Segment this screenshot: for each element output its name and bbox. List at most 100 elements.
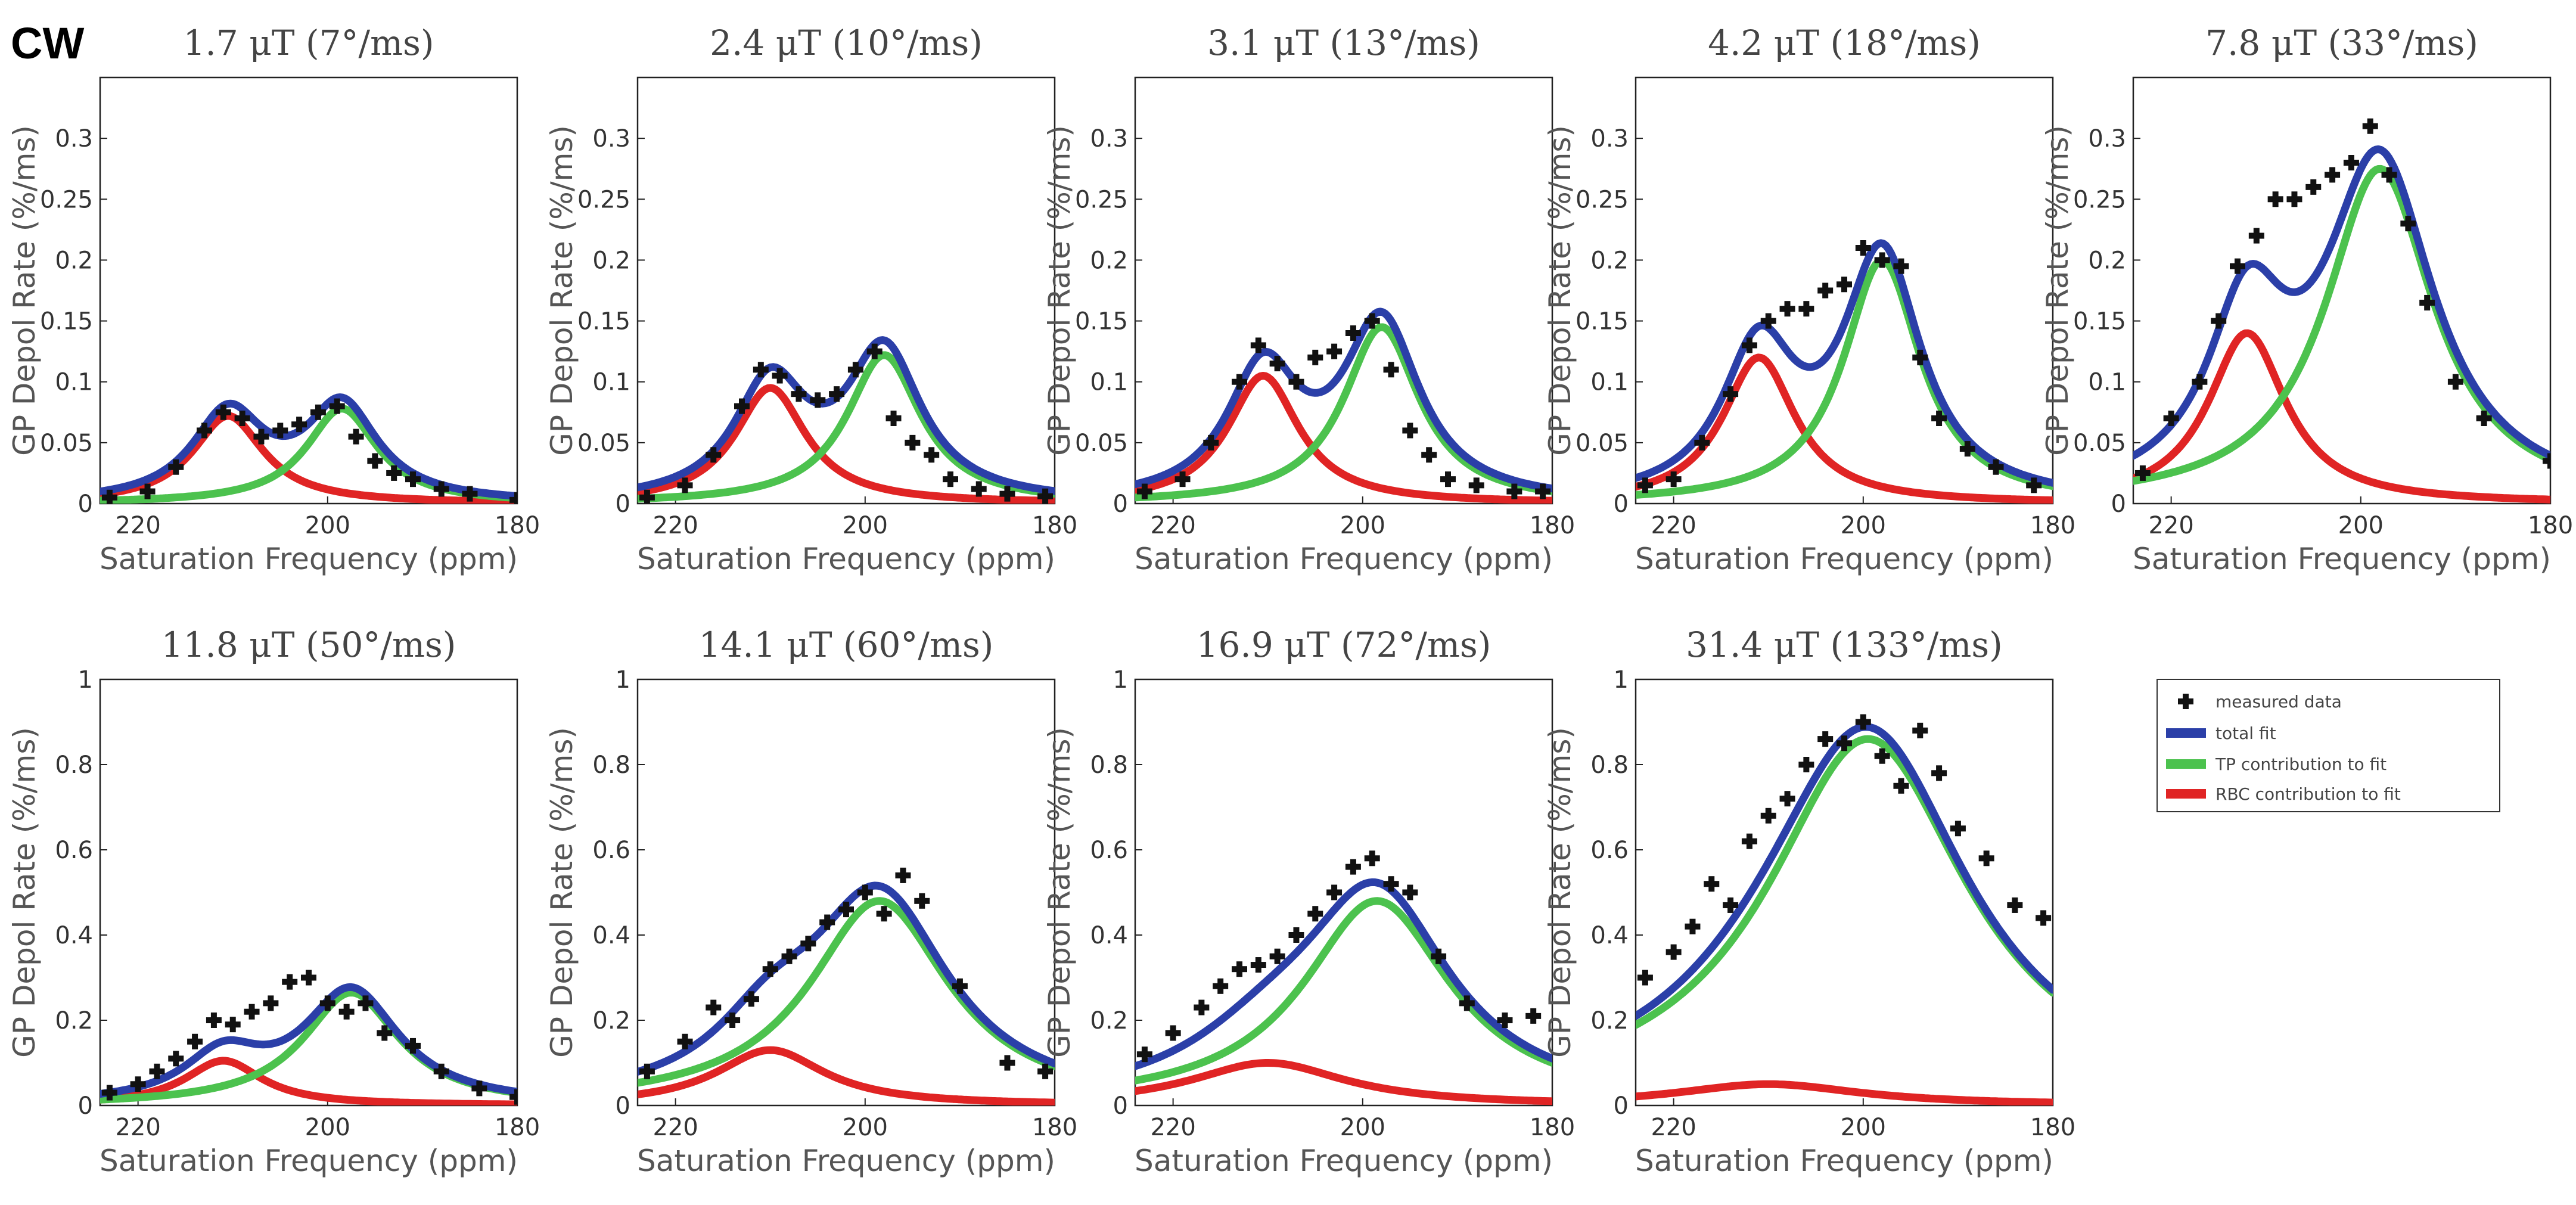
measured-point-v (277, 423, 284, 439)
measured-point-v (2272, 191, 2279, 207)
measured-point (1250, 957, 1266, 973)
measured-point-v (144, 483, 151, 499)
legend-label-tp: TP contribution to fit (2215, 754, 2387, 774)
y-tick-label: 0 (1113, 490, 1128, 518)
measured-point (1741, 833, 1757, 849)
measured-point-h (2543, 458, 2550, 464)
chart-panel-3: 3.1 μT (13°/ms) 0 0.05 0.1 0.15 0.2 0.25 0.3 220… (1042, 23, 1575, 576)
measured-point (1637, 970, 1653, 986)
measured-point (2419, 294, 2435, 310)
y-axis-label: GP Depol Rate (%/ms) (7, 727, 42, 1058)
measured-point (1165, 1025, 1181, 1041)
measured-point (338, 1004, 355, 1020)
measured-point (1468, 477, 1484, 493)
measured-point-v (796, 386, 802, 402)
measured-point (1798, 301, 1814, 317)
measured-point-v (2348, 155, 2354, 170)
rbc-fit-line (1636, 353, 2053, 504)
measured-point (263, 995, 279, 1011)
measured-point (101, 489, 117, 504)
measured-point (838, 902, 854, 918)
measured-point-v (1042, 1063, 1049, 1079)
measured-point-v (1426, 447, 1433, 463)
measured-point-v (239, 411, 246, 426)
measured-point (914, 893, 930, 909)
measured-point-v (2291, 191, 2298, 207)
measured-point-v (805, 936, 812, 952)
measured-point-v (710, 999, 717, 1015)
measured-point (1685, 918, 1701, 934)
legend-marker-v (2183, 694, 2189, 709)
plot-area (100, 970, 517, 1105)
measured-point-v (644, 1063, 650, 1079)
measured-point-v (1803, 301, 1810, 317)
measured-point-v (1642, 970, 1648, 986)
measured-point-v (2310, 179, 2317, 195)
measured-point (1136, 483, 1152, 499)
measured-point-v (900, 867, 906, 883)
measured-point-h (509, 496, 517, 503)
plot-frame (99, 76, 518, 505)
measured-point-v (1407, 423, 1413, 439)
measured-point-v (173, 459, 179, 475)
measured-point (1232, 961, 1247, 977)
measured-point-v (1208, 434, 1214, 451)
plot-frame (99, 678, 518, 1107)
plot-frame (1134, 678, 1553, 1107)
measured-point (734, 398, 750, 414)
measured-point (1525, 1008, 1542, 1024)
measured-point (1250, 337, 1266, 353)
y-tick-label: 0.05 (577, 430, 630, 457)
x-tick-label: 220 (115, 1114, 160, 1141)
measured-point (2036, 910, 2052, 926)
measured-point-v (1898, 778, 1904, 794)
measured-point (215, 404, 231, 420)
measured-point (1837, 277, 1852, 293)
measured-point (2267, 191, 2283, 207)
y-tick-label: 0.25 (577, 186, 630, 213)
measured-point (1817, 282, 1834, 299)
measured-point-v (767, 961, 773, 977)
plot-area (100, 393, 517, 504)
measured-point (1174, 471, 1191, 487)
measured-point (2163, 411, 2179, 426)
measured-point-v (1765, 808, 1772, 824)
x-tick-label: 200 (305, 1114, 350, 1141)
plot-area (1135, 308, 1552, 504)
total-fit-line (1636, 239, 2053, 487)
measured-point (367, 453, 383, 469)
plot-area (638, 867, 1055, 1105)
measured-point-v (1708, 876, 1715, 892)
measured-point-v (682, 1033, 688, 1049)
y-tick-label: 1 (1113, 666, 1128, 694)
measured-point-v (956, 978, 963, 994)
y-tick-label: 0.15 (1576, 308, 1629, 336)
y-tick-label: 0 (2111, 490, 2126, 518)
plot-area (2133, 118, 2550, 504)
measured-point-v (1388, 362, 1394, 378)
measured-point-v (229, 1017, 236, 1033)
x-axis-label: Saturation Frequency (ppm) (100, 542, 518, 576)
measured-point (1665, 944, 1682, 960)
y-tick-label: 0.15 (2073, 308, 2126, 336)
measured-point (800, 936, 816, 952)
measured-point-v (871, 343, 878, 359)
y-tick-label: 0.3 (1590, 125, 1629, 153)
measured-point (999, 1055, 1015, 1071)
x-tick-label: 220 (1150, 1114, 1195, 1141)
rbc-fit-line (638, 384, 1055, 504)
measured-point (753, 362, 769, 378)
measured-point (1037, 1063, 1054, 1079)
measured-point-v (909, 434, 916, 451)
measured-point (1817, 731, 1834, 747)
measured-point-v (1407, 884, 1413, 900)
legend-label-measured: measured data (2215, 692, 2342, 712)
measured-point (197, 423, 212, 439)
plot-frame (636, 76, 1056, 505)
y-tick-label: 0.8 (55, 751, 93, 779)
measured-point (2007, 897, 2023, 913)
measured-point-v (862, 884, 868, 900)
measured-point-v (201, 423, 207, 439)
measured-point (706, 999, 722, 1015)
measured-point (234, 411, 250, 426)
